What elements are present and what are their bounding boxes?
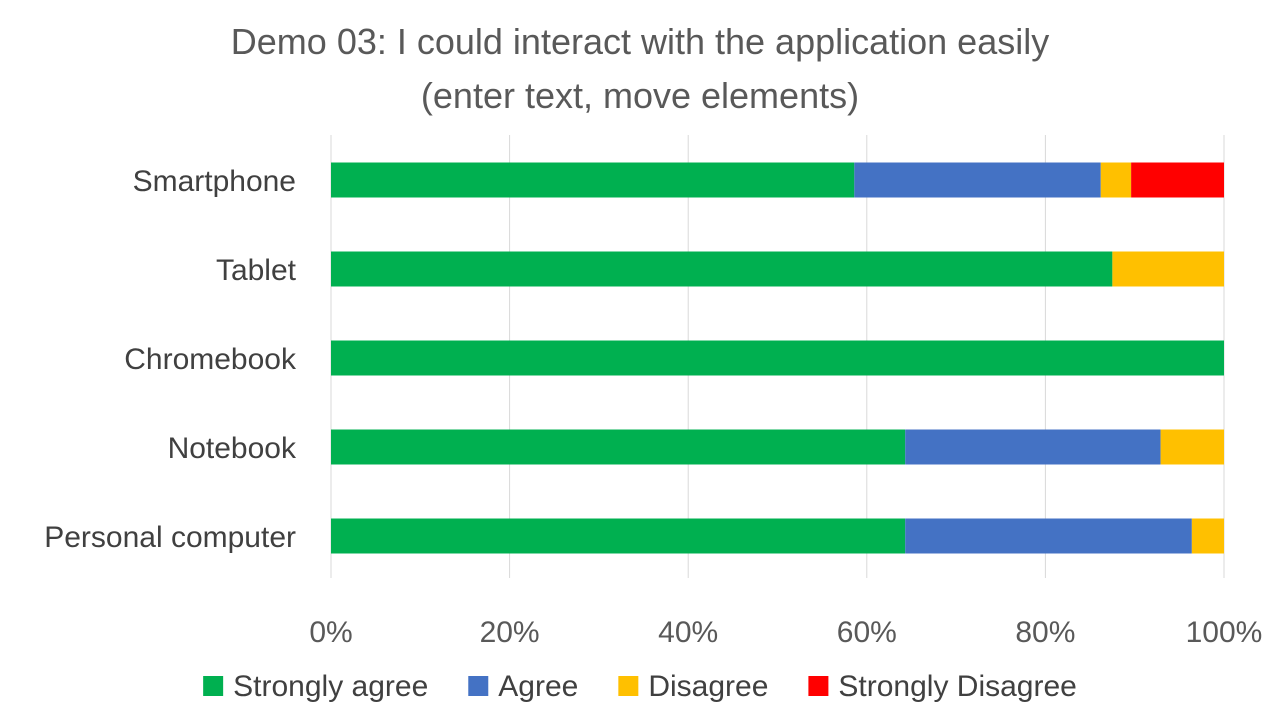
legend-item-3: Strongly Disagree bbox=[808, 670, 1077, 703]
x-tick-label-4: 80% bbox=[1015, 616, 1075, 649]
category-label-3: Notebook bbox=[168, 432, 297, 465]
x-tick-label-3: 60% bbox=[837, 616, 897, 649]
legend-item-2: Disagree bbox=[618, 670, 768, 703]
bar-personal-computer-disagree bbox=[1191, 518, 1224, 554]
legend-swatch-0 bbox=[203, 676, 224, 696]
chart-title-line-1: Demo 03: I could interact with the appli… bbox=[231, 21, 1049, 62]
x-tick-label-2: 40% bbox=[658, 616, 718, 649]
legend-label-1: Agree bbox=[498, 670, 578, 703]
legend-label-0: Strongly agree bbox=[233, 670, 428, 703]
legend-item-1: Agree bbox=[468, 670, 578, 703]
x-tick-label-5: 100% bbox=[1186, 616, 1263, 649]
x-tick-label-0: 0% bbox=[309, 616, 352, 649]
category-label-0: Smartphone bbox=[133, 165, 296, 198]
bar-notebook-strongly-agree bbox=[331, 429, 906, 465]
category-labels: Smartphone Tablet Chromebook Notebook Person… bbox=[44, 165, 297, 554]
bar-notebook-disagree bbox=[1160, 429, 1224, 465]
x-axis-tick-labels: 0% 20% 40% 60% 80% 100% bbox=[309, 616, 1262, 649]
legend: Strongly agree Agree Disagree Strongly Disa… bbox=[203, 670, 1077, 703]
legend-item-0: Strongly agree bbox=[203, 670, 428, 703]
legend-swatch-1 bbox=[468, 676, 489, 696]
bar-smartphone-disagree bbox=[1100, 162, 1132, 198]
bar-tablet-disagree bbox=[1112, 251, 1224, 287]
bar-smartphone-strongly-agree bbox=[331, 162, 855, 198]
bar-smartphone-strongly-disagree bbox=[1131, 162, 1224, 198]
legend-label-2: Disagree bbox=[648, 670, 768, 703]
category-label-1: Tablet bbox=[216, 254, 297, 287]
category-label-2: Chromebook bbox=[124, 343, 297, 376]
bar-personal-computer-agree bbox=[905, 518, 1192, 554]
legend-label-3: Strongly Disagree bbox=[838, 670, 1076, 703]
legend-swatch-2 bbox=[618, 676, 639, 696]
x-tick-label-1: 20% bbox=[480, 616, 540, 649]
bars bbox=[331, 162, 1224, 554]
bar-personal-computer-strongly-agree bbox=[331, 518, 906, 554]
bar-notebook-agree bbox=[905, 429, 1161, 465]
bar-tablet-strongly-agree bbox=[331, 251, 1113, 287]
chart-title-line-2: (enter text, move elements) bbox=[421, 75, 859, 116]
bar-chromebook-strongly-agree bbox=[331, 340, 1224, 376]
chart-title: Demo 03: I could interact with the appli… bbox=[231, 21, 1049, 116]
bar-smartphone-agree bbox=[854, 162, 1101, 198]
category-label-4: Personal computer bbox=[44, 521, 296, 554]
legend-swatch-3 bbox=[808, 676, 829, 696]
